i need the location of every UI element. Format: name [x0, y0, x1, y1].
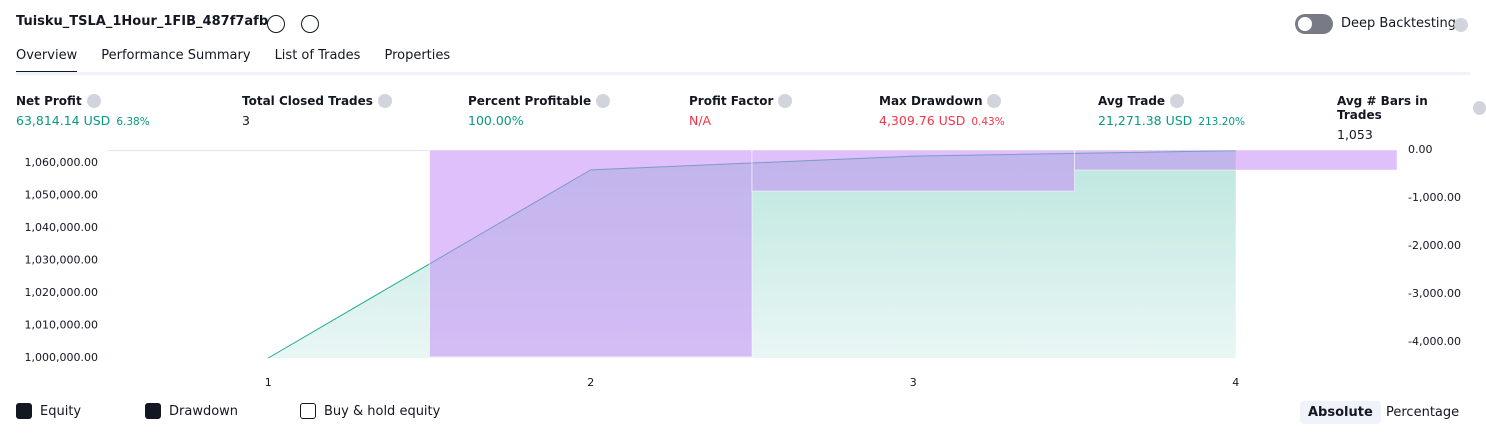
absolute-button[interactable]: Absolute	[1300, 401, 1381, 424]
y-tick-label: 1,060,000.00	[25, 156, 98, 169]
metric-label: Avg Trade	[1098, 94, 1245, 108]
metric-value: 21,271.38 USD	[1098, 113, 1193, 128]
y2-tick-label: 0.00	[1408, 143, 1433, 156]
chart: 1,000,000.00 1,010,000.00 1,020,000.00 1,03…	[25, 143, 1461, 389]
metric-value-row: N/A	[689, 113, 792, 128]
toggle-label: Deep Backtesting	[1341, 16, 1457, 31]
y-tick-label: 1,000,000.00	[25, 351, 98, 364]
buy-hold-option[interactable]: Buy & hold equity	[300, 403, 440, 419]
metric-label-text: Net Profit	[16, 94, 82, 108]
help-icon[interactable]	[778, 94, 793, 108]
metric-percent: 213.20%	[1198, 116, 1246, 128]
legend-label: Equity	[40, 403, 82, 419]
metric: Percent Profitable 100.00%	[468, 94, 611, 128]
deep-backtesting-toggle[interactable]	[1295, 14, 1333, 34]
tab[interactable]: Performance Summary	[101, 48, 251, 63]
tab-bar: Overview Performance Summary List of Trade…	[16, 48, 450, 74]
metric-value: 4,309.76 USD	[879, 113, 966, 128]
x-tick-label: 2	[587, 376, 594, 389]
metric-label: Max Drawdown	[879, 94, 1005, 108]
checkbox[interactable]	[16, 403, 32, 419]
metric-label-text: Profit Factor	[689, 94, 774, 108]
settings-icon[interactable]	[267, 15, 285, 33]
metric-value-row: 4,309.76 USD 0.43%	[879, 113, 1005, 128]
help-icon[interactable]	[1472, 101, 1486, 115]
drawdown-bar	[106, 149, 430, 152]
help-icon[interactable]	[596, 94, 611, 108]
strategy-title: Tuisku_TSLA_1Hour_1FIB_487f7afb	[16, 14, 269, 29]
y-tick-label: 1,050,000.00	[25, 189, 98, 202]
drawdown-option[interactable]: Drawdown	[145, 403, 238, 419]
metric-label-text: Max Drawdown	[879, 94, 983, 108]
drawdown-bar	[751, 149, 1075, 192]
help-icon[interactable]	[377, 94, 392, 108]
legend-label: Drawdown	[169, 403, 239, 419]
x-tick-label: 3	[910, 376, 917, 389]
metric-value: 63,814.14 USD	[16, 113, 111, 128]
y2-tick-label: -1,000.00	[1408, 191, 1461, 204]
checkbox[interactable]	[300, 403, 316, 419]
metric-percent: 6.38%	[116, 116, 150, 128]
metric-label-text: Total Closed Trades	[242, 94, 373, 108]
metric-label-text: Percent Profitable	[468, 94, 592, 108]
help-icon[interactable]	[1454, 18, 1468, 32]
metric-label: Avg # Bars in Trades	[1337, 94, 1486, 122]
metric-value: 1,053	[1337, 127, 1373, 142]
tab[interactable]: List of Trades	[274, 48, 361, 63]
drawdown-bar	[1074, 149, 1398, 171]
metric: Max Drawdown 4,309.76 USD 0.43%	[879, 94, 1005, 128]
metric-label: Percent Profitable	[468, 94, 611, 108]
drawdown-bar	[429, 149, 753, 358]
metric-label-text: Avg # Bars in Trades	[1337, 94, 1428, 122]
metric-label-text: Avg Trade	[1098, 94, 1166, 108]
tab[interactable]: Overview	[16, 48, 78, 74]
metric-value: 3	[242, 113, 250, 128]
x-tick-label: 4	[1232, 376, 1239, 389]
metric: Avg Trade 21,271.38 USD 213.20%	[1098, 94, 1245, 128]
metric: Net Profit 63,814.14 USD 6.38%	[16, 94, 150, 128]
y-tick-label: 1,040,000.00	[25, 221, 98, 234]
metric-percent: 0.43%	[971, 116, 1005, 128]
checkbox[interactable]	[145, 403, 161, 419]
metric-value-row: 1,053	[1337, 127, 1486, 142]
metric-label: Profit Factor	[689, 94, 793, 108]
help-icon[interactable]	[987, 94, 1002, 108]
percentage-button[interactable]: Percentage	[1386, 405, 1460, 420]
metric-value-row: 3	[242, 113, 392, 128]
metric-label: Net Profit	[16, 94, 150, 108]
alert-icon[interactable]	[301, 15, 319, 33]
y2-tick-label: -4,000.00	[1408, 335, 1461, 348]
help-icon[interactable]	[86, 94, 101, 108]
y2-tick-label: -3,000.00	[1408, 287, 1461, 300]
y-tick-label: 1,010,000.00	[25, 319, 98, 332]
y-tick-label: 1,020,000.00	[25, 286, 98, 299]
option-label: Buy & hold equity	[324, 403, 441, 419]
help-icon[interactable]	[1170, 94, 1185, 108]
metric-value-row: 21,271.38 USD 213.20%	[1098, 113, 1245, 128]
y-tick-label: 1,030,000.00	[25, 254, 98, 267]
metric-value: 100.00%	[468, 113, 524, 128]
equity-option[interactable]: Equity	[16, 403, 81, 419]
metric: Profit Factor N/A	[689, 94, 793, 128]
metric: Avg # Bars in Trades 1,053	[1337, 94, 1486, 142]
tab[interactable]: Properties	[384, 48, 451, 63]
tab-separator	[16, 72, 1470, 75]
metric: Total Closed Trades 3	[242, 94, 392, 128]
metric-value-row: 63,814.14 USD 6.38%	[16, 113, 150, 128]
y2-tick-label: -2,000.00	[1408, 239, 1461, 252]
metric-label: Total Closed Trades	[242, 94, 392, 108]
metric-value: N/A	[689, 113, 712, 128]
metric-value-row: 100.00%	[468, 113, 610, 128]
x-tick-label: 1	[265, 376, 272, 389]
